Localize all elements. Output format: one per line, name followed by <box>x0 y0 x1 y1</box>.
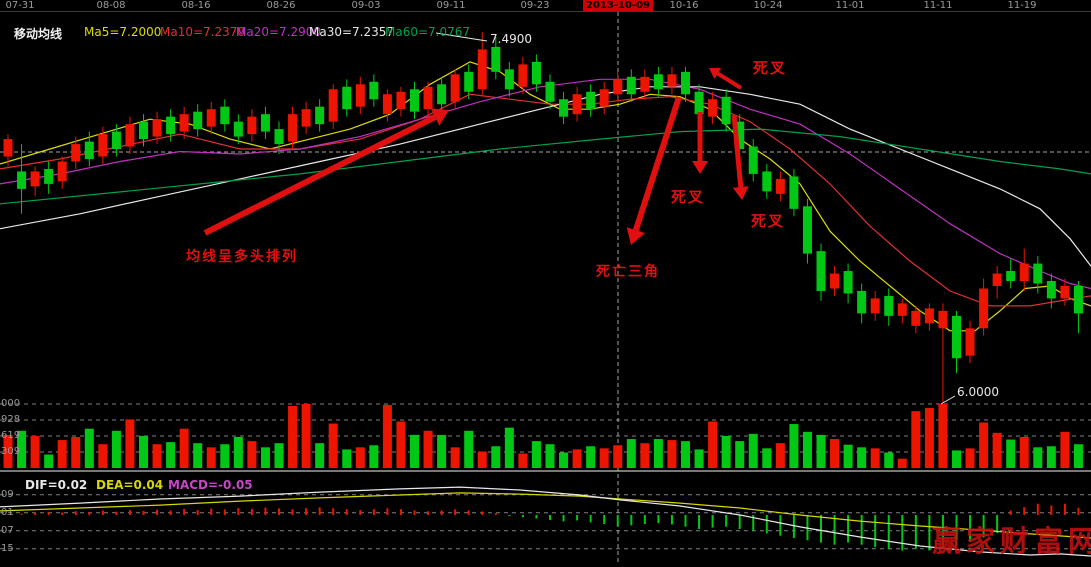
watermark: 赢家财富网 <box>932 524 1091 558</box>
volume-axis-label: 619 <box>1 429 21 441</box>
date-tick-label: 09-11 <box>436 0 466 11</box>
date-tick-label: 08-08 <box>96 0 126 11</box>
date-tick-label: 08-16 <box>181 0 211 11</box>
volume-axis-label: 309 <box>1 446 21 458</box>
date-tick-label: 08-26 <box>266 0 296 11</box>
volume-axis-label: 000 <box>1 397 21 409</box>
ma-legend: 移动均线 Ma5=7.2000 Ma10=7.2370 Ma20=7.2900 Ma3… <box>0 12 1091 41</box>
legend-ma1-label: Ma5=7.2000 <box>84 25 162 39</box>
date-tick-label: 10-16 <box>669 0 699 11</box>
selected-date-label: 2013-10-09 <box>583 0 653 11</box>
macd-dif-label: DIF=0.02 <box>25 478 88 492</box>
volume-axis-label: 928 <box>1 414 21 426</box>
macd-dea-label: DEA=0.04 <box>96 478 164 492</box>
legend-ma3-label: Ma20=7.2900 <box>236 25 322 39</box>
annotation-death-triangle: 死亡三角 <box>596 264 660 280</box>
date-tick-label: 11-01 <box>835 0 865 11</box>
date-axis: 07-31 08-08 08-16 08-26 09-03 09-11 09-23 2013-… <box>0 0 1091 12</box>
annotation-death-cross-1: 死叉 <box>753 59 788 77</box>
price-callout-6.0000: 6.0000 <box>957 385 999 399</box>
macd-value-label: MACD=-0.05 <box>168 478 253 492</box>
date-tick-label: 09-03 <box>351 0 381 11</box>
annotation-death-cross-2: 死叉 <box>671 188 706 206</box>
date-tick-label: 07-31 <box>5 0 35 11</box>
annotation-bullish-alignment: 均线呈多头排列 <box>186 249 298 265</box>
date-tick-label: 09-23 <box>520 0 550 11</box>
legend-ma4-label: Ma30=7.2357 <box>309 25 395 39</box>
macd-axis-label: 09 <box>1 488 14 500</box>
date-tick-label: 11-11 <box>923 0 953 11</box>
macd-axis-label: 15 <box>1 542 14 554</box>
legend-ma2-label: Ma10=7.2370 <box>160 25 246 39</box>
date-tick-label: 11-19 <box>1007 0 1037 11</box>
macd-axis-label: 07 <box>1 524 14 536</box>
price-callout-7.4900: 7.4900 <box>490 32 532 46</box>
legend-title[interactable]: 移动均线 <box>14 27 63 41</box>
date-tick-label: 10-24 <box>753 0 783 11</box>
macd-axis-label: 01 <box>1 506 14 518</box>
annotation-death-cross-3: 死叉 <box>751 212 786 230</box>
legend-ma5-label: Ma60=7.0767 <box>385 25 471 39</box>
